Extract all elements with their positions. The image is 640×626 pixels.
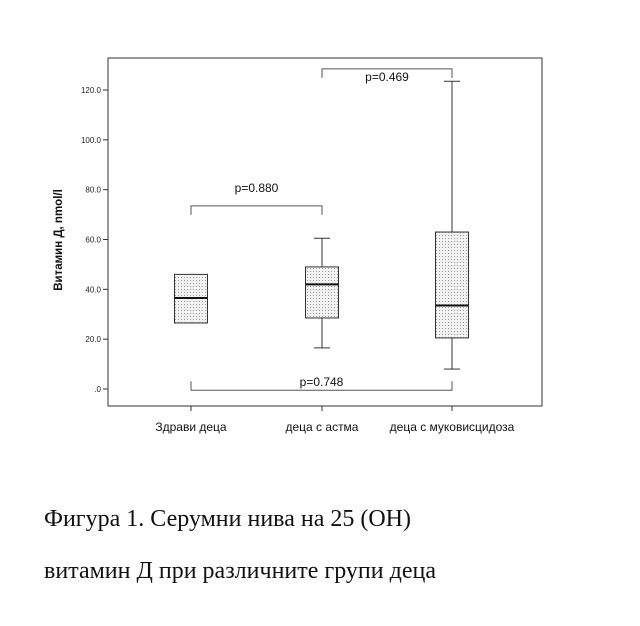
y-axis: .0 20.0 40.0 60.0 80.0 100.0 120.0 (81, 86, 108, 394)
y-tick-label: 60.0 (85, 236, 101, 245)
comparison-p-value: p=0.880 (235, 181, 279, 195)
comparison-bracket (190, 205, 323, 215)
boxplot-chart: .0 20.0 40.0 60.0 80.0 100.0 120.0 Здрави деца… (53, 57, 543, 434)
comparison-bracket (190, 381, 453, 391)
figure-caption-line-1: Фигура 1. Серумни нива на 25 (OH) (44, 506, 411, 532)
boxes-layer (174, 80, 469, 370)
x-category-label: деца с муковисцидоза (390, 420, 515, 434)
y-tick-label: 100.0 (81, 136, 102, 145)
box-iqr (435, 231, 469, 339)
comparison-p-value: p=0.469 (365, 70, 409, 84)
comparison-p-value: p=0.748 (300, 375, 344, 389)
x-category-label: Здрави деца (155, 420, 227, 434)
y-tick-label: .0 (94, 385, 101, 394)
y-tick-label: 20.0 (85, 335, 101, 344)
y-axis-label: Витамин Д, nmol/l (53, 189, 65, 291)
x-axis: Здрави деца деца с астма деца с муковисцид… (155, 406, 515, 434)
y-tick-label: 120.0 (81, 86, 102, 95)
plot-frame (107, 57, 543, 407)
figure-caption-line-2: витамин Д при различните групи деца (44, 558, 436, 584)
box-iqr (305, 266, 339, 319)
comparisons-layer: p=0.880 p=0.469 p=0.748 (190, 68, 453, 391)
x-category-label: деца с астма (286, 420, 359, 434)
y-tick-label: 80.0 (85, 186, 101, 195)
comparison-bracket (321, 68, 453, 78)
y-tick-label: 40.0 (85, 285, 101, 294)
